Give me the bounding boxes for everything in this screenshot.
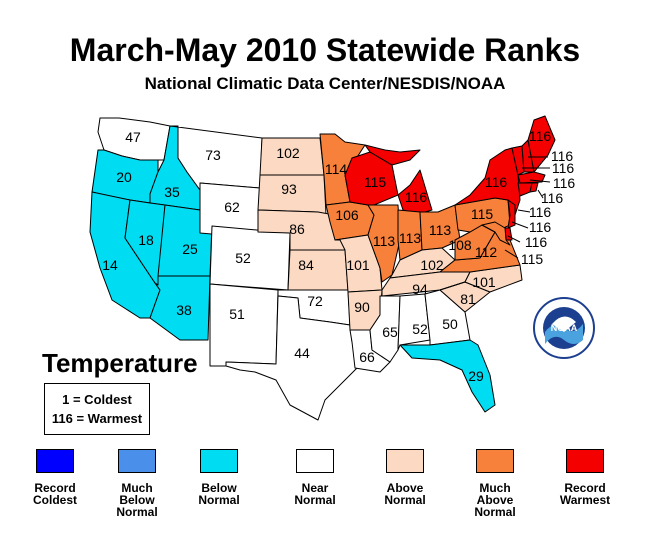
legend-item-much-above: Much Above Normal [450, 449, 540, 518]
rank-label: 116 [552, 160, 575, 176]
leader-DE [504, 249, 519, 259]
state-NM [209, 283, 279, 367]
rank-label: 50 [442, 316, 458, 332]
rank-label: 65 [382, 324, 398, 340]
rank-label: 116 [529, 128, 552, 144]
leader-RI [517, 209, 531, 213]
legend-swatch [118, 449, 156, 473]
rank-label: 29 [468, 368, 484, 384]
rank-label: 116 [405, 189, 428, 205]
rank-label: 114 [325, 161, 348, 177]
rank-label: 86 [289, 221, 305, 237]
legend-label: Record Coldest [32, 481, 77, 507]
legend-item-record-coldest: Record Coldest [10, 449, 100, 506]
rank-label: 51 [229, 306, 245, 322]
state-CT [517, 182, 533, 197]
map-title: March-May 2010 Statewide Ranks [69, 32, 581, 68]
key-warmest: 116 = Warmest [51, 411, 143, 426]
rank-label: 66 [359, 349, 375, 365]
rank-label: 52 [412, 321, 428, 337]
state-TX [225, 295, 361, 421]
rank-label: 52 [235, 250, 251, 266]
rank-label: 18 [138, 232, 154, 248]
legend-label: Near Normal [294, 481, 336, 507]
legend-swatch [476, 449, 514, 473]
legend-label: Much Above Normal [474, 481, 516, 519]
map-subtitle: National Climatic Data Center/NESDIS/NOA… [144, 74, 506, 93]
rank-label: 102 [420, 257, 444, 273]
rank-label: 81 [460, 291, 476, 307]
rank-label: 94 [412, 281, 428, 297]
leader-NJ [507, 235, 521, 243]
rank-label: 115 [364, 174, 387, 190]
rank-label: 116 [529, 204, 552, 220]
leader-MA [537, 189, 544, 199]
state-IL [367, 204, 401, 283]
rank-label: 113 [373, 233, 396, 249]
rank-label: 14 [102, 257, 118, 273]
rank-label: 108 [448, 237, 472, 253]
state-AL [397, 293, 431, 351]
rank-label: 116 [541, 190, 564, 206]
rank-label: 35 [164, 184, 180, 200]
rank-label: 72 [307, 293, 323, 309]
legend-item-below: Below Normal [174, 449, 264, 506]
rank-label: 101 [346, 257, 370, 273]
rank-label: 44 [294, 345, 310, 361]
state-MI-UP [364, 144, 421, 166]
state-RI [529, 182, 539, 193]
state-NJ [507, 199, 516, 229]
state-MD [481, 221, 511, 246]
state-MA [517, 171, 546, 184]
state-AZ [149, 275, 211, 341]
state-NC [439, 264, 523, 293]
parameter-label: Temperature [42, 348, 198, 378]
rank-label: 73 [205, 147, 221, 163]
rank-label: 102 [276, 145, 300, 161]
rank-label: 93 [281, 181, 297, 197]
state-KS [287, 249, 349, 291]
rank-label: 116 [525, 234, 548, 250]
rank-label: 84 [298, 257, 314, 273]
leader-CT [511, 221, 529, 229]
leader-NH [529, 179, 551, 183]
legend-swatch [386, 449, 424, 473]
rank-label: 113 [429, 222, 452, 238]
legend-item-near: Near Normal [270, 449, 360, 506]
legend-item-record-warmest: Record Warmest [540, 449, 630, 506]
rank-key-box: 1 = Coldest 116 = Warmest [44, 383, 150, 435]
state-FL [399, 339, 496, 413]
legend-label: Above Normal [384, 481, 426, 507]
rank-label: 62 [224, 199, 240, 215]
rank-label: 115 [521, 251, 544, 267]
rank-label: 25 [182, 241, 198, 257]
legend-item-much-below: Much Below Normal [92, 449, 182, 518]
rank-label: 116 [553, 175, 576, 191]
legend-swatch [36, 449, 74, 473]
rank-label: 115 [471, 206, 494, 222]
legend-item-above: Above Normal [360, 449, 450, 506]
noaa-seal-icon: NOAA [532, 296, 596, 360]
rank-label: 113 [399, 230, 422, 246]
rank-label: 38 [176, 302, 192, 318]
svg-text:NOAA: NOAA [551, 323, 578, 333]
rank-label: 112 [475, 244, 498, 260]
rank-label: 90 [354, 299, 370, 315]
key-coldest: 1 = Coldest [62, 392, 132, 407]
legend-label: Below Normal [198, 481, 240, 507]
legend-swatch [296, 449, 334, 473]
rank-label: 20 [116, 169, 132, 185]
rank-label: 47 [125, 129, 141, 145]
rank-label: 101 [472, 274, 496, 290]
rank-label: 116 [551, 148, 574, 164]
legend-swatch [566, 449, 604, 473]
rank-label: 116 [529, 219, 552, 235]
rank-label: 106 [335, 207, 359, 223]
legend-label: Record Warmest [559, 481, 611, 507]
rank-label: 116 [485, 174, 508, 190]
legend-label: Much Below Normal [116, 481, 158, 519]
legend-swatch [200, 449, 238, 473]
